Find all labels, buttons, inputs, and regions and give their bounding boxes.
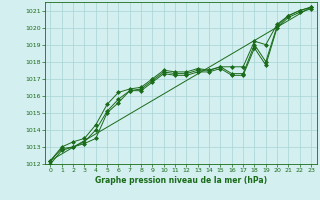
- X-axis label: Graphe pression niveau de la mer (hPa): Graphe pression niveau de la mer (hPa): [95, 176, 267, 185]
